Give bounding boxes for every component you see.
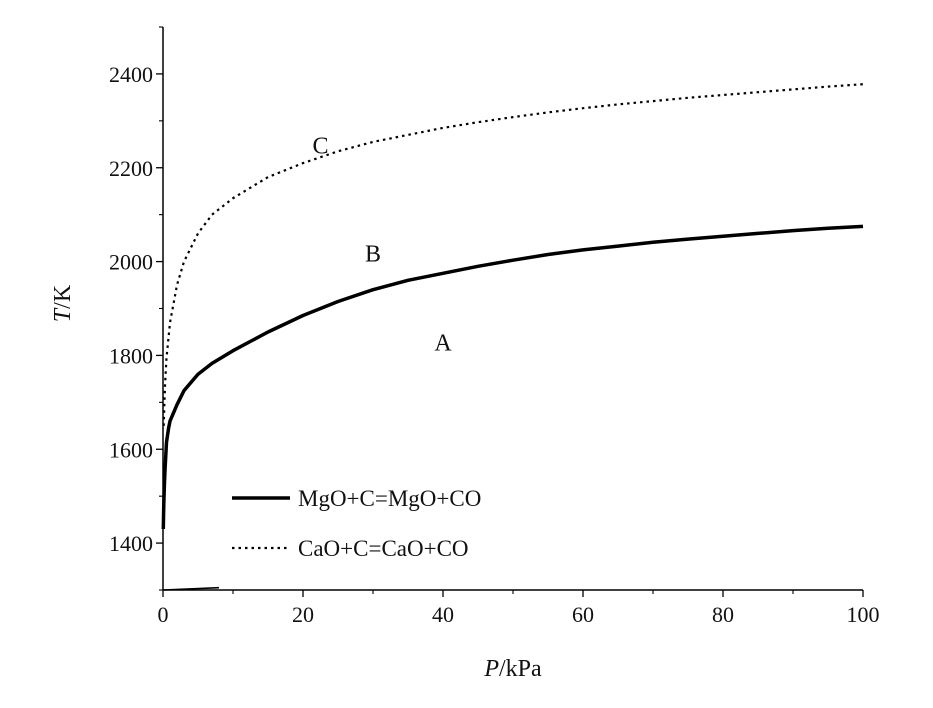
y-tick-label: 1400	[109, 531, 153, 556]
x-tick-label: 60	[572, 602, 594, 627]
annotation-layer: A B C	[312, 134, 452, 357]
region-label-b: B	[365, 242, 381, 268]
legend-label: MgO+C=MgO+CO	[298, 486, 481, 511]
legend: MgO+C=MgO+CO CaO+C=CaO+CO	[232, 486, 481, 561]
x-axis-title: P/kPa	[483, 656, 542, 682]
x-tick-label: 80	[712, 602, 734, 627]
y-tick-label: 1600	[109, 437, 153, 462]
region-label-c: C	[312, 134, 328, 160]
ticks-layer: 0 20 40 60 80 100 1400 1600 1800 2000 2200 2400	[109, 26, 880, 627]
y-tick-label: 1800	[109, 343, 153, 368]
series-line-mgo	[161, 224, 864, 530]
x-tick-label: 40	[432, 602, 454, 627]
x-tick-label: 100	[847, 602, 880, 627]
legend-label: CaO+C=CaO+CO	[298, 536, 469, 561]
y-tick-label: 2200	[109, 156, 153, 181]
y-tick-label: 2400	[109, 62, 153, 87]
y-tick-label: 2000	[109, 250, 153, 275]
x-tick-label: 20	[292, 602, 314, 627]
y-axis-title: T/K	[50, 284, 76, 322]
series-line-cao	[162, 83, 864, 426]
x-tick-label: 0	[158, 602, 169, 627]
region-label-a: A	[434, 331, 452, 357]
